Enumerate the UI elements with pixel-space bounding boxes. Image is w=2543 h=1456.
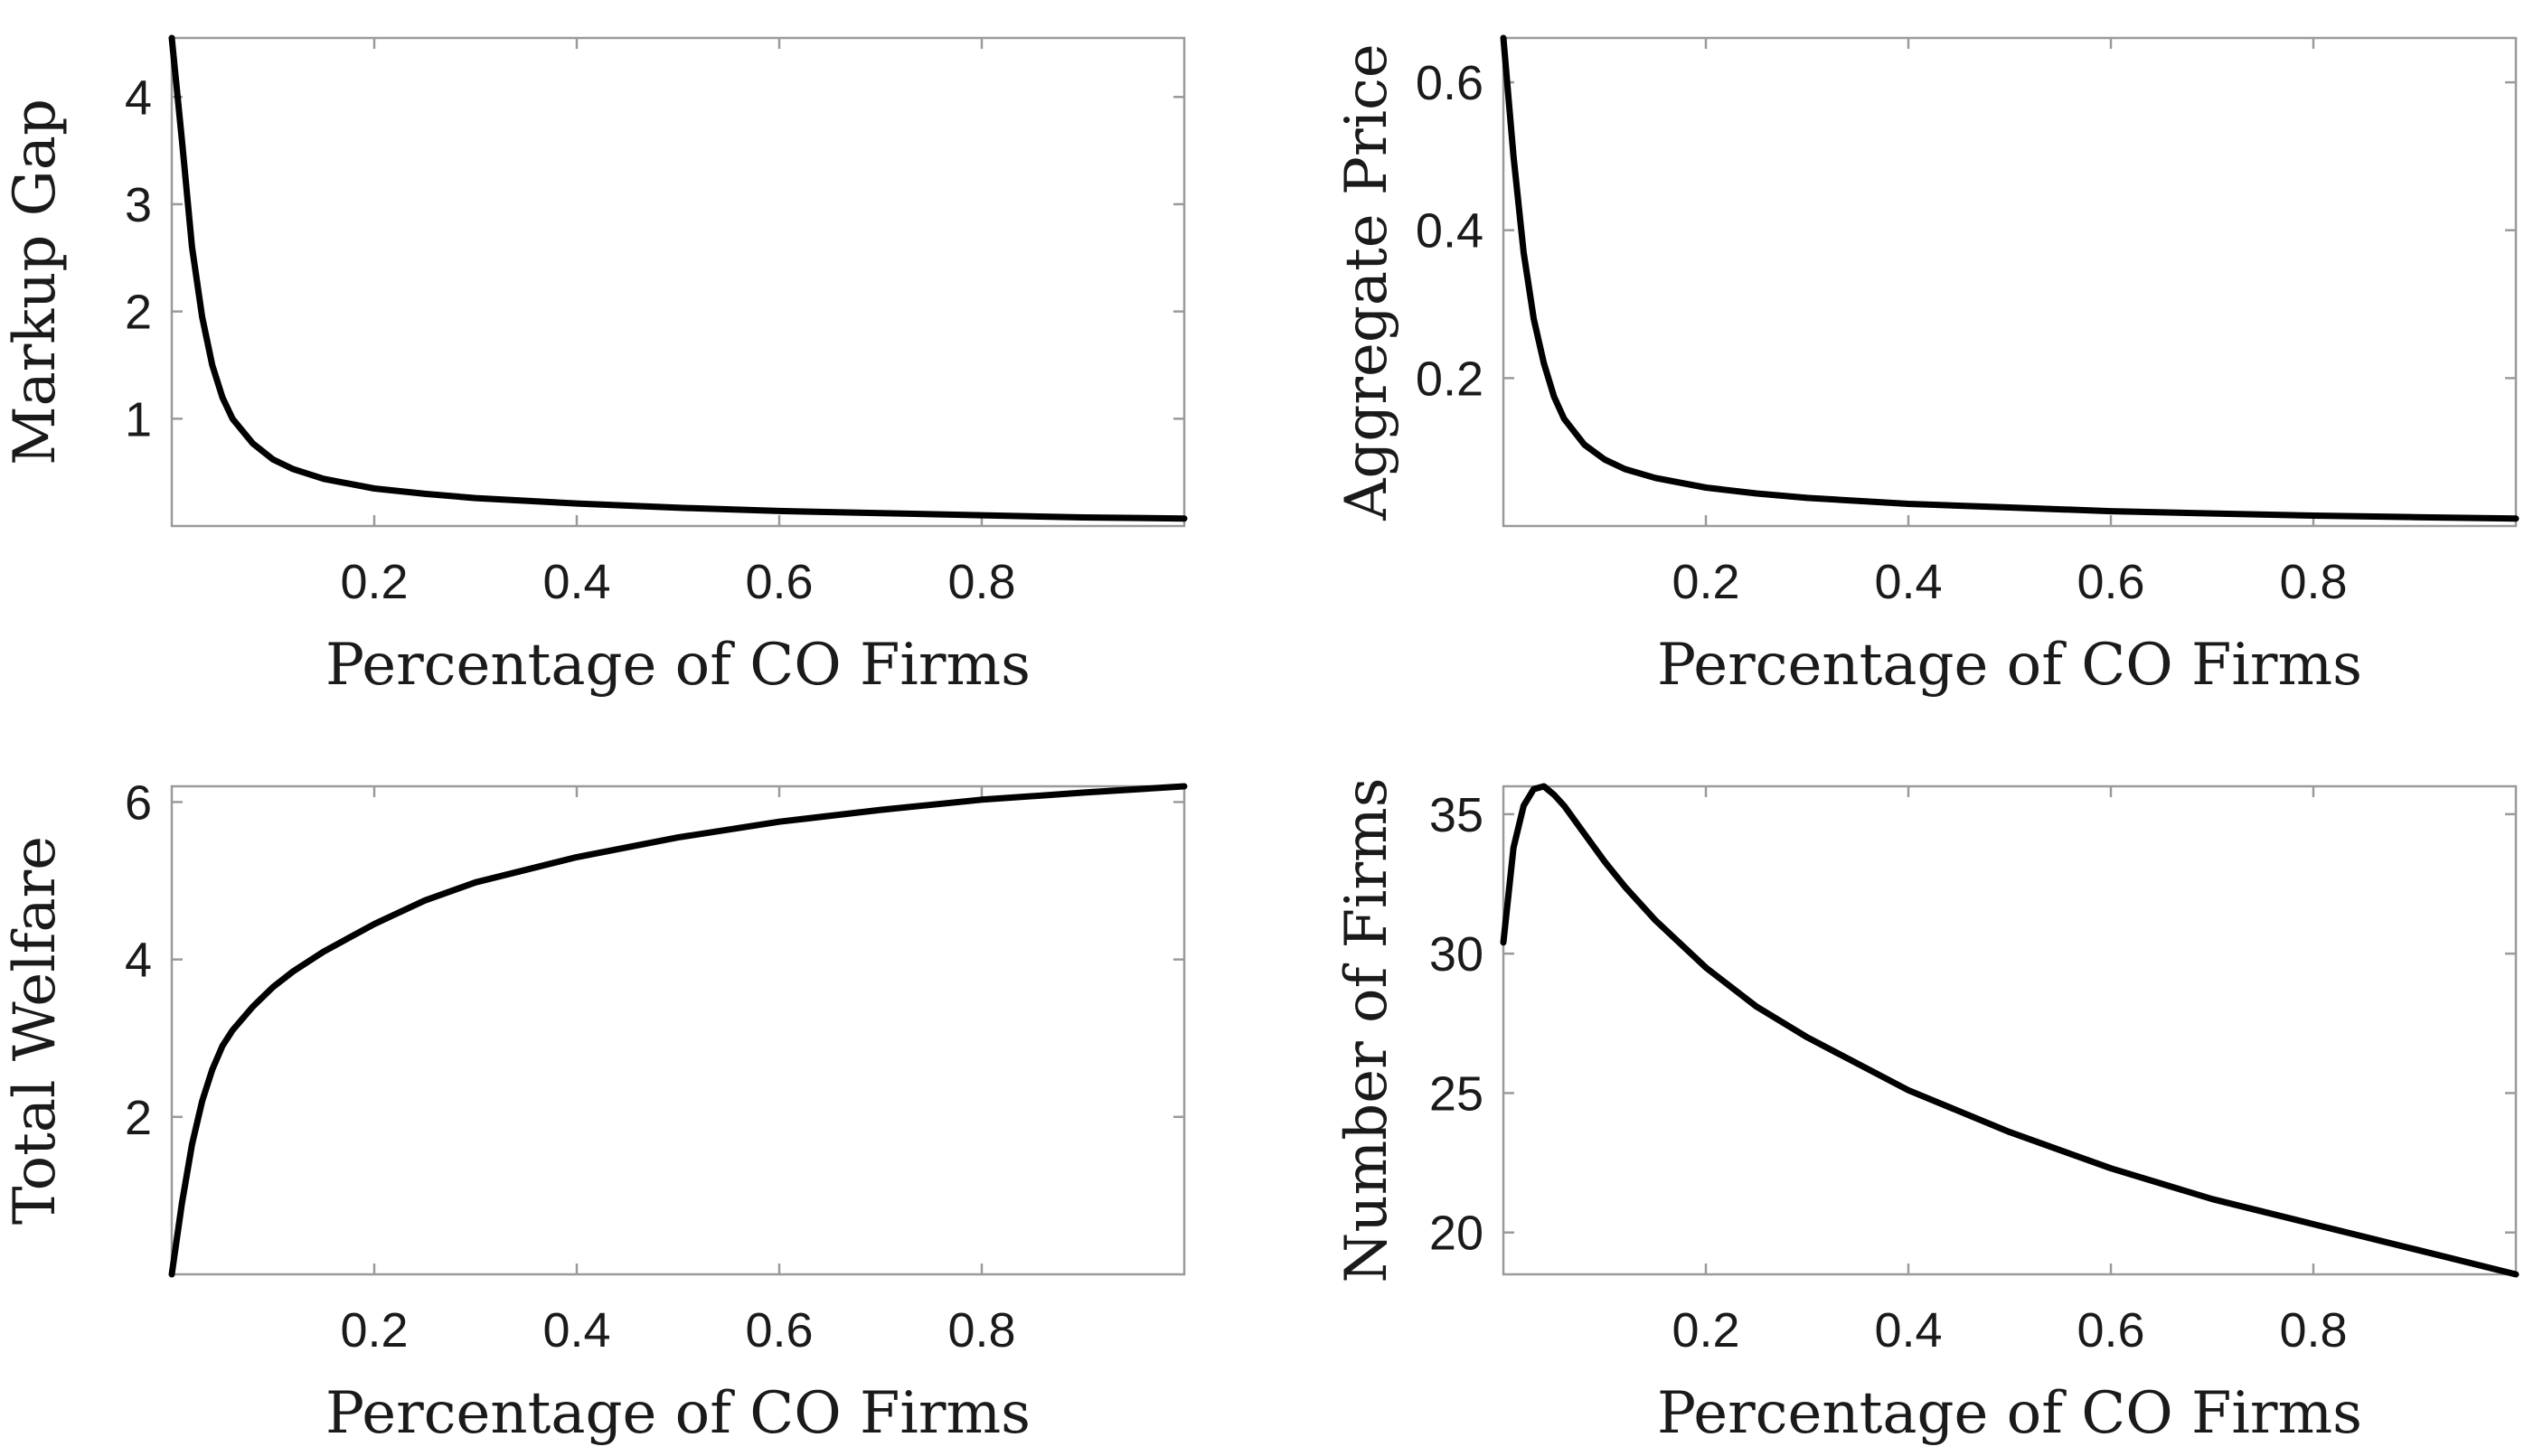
total-welfare-x-axis-label: Percentage of CO Firms bbox=[325, 1380, 1031, 1447]
number-of-firms-series-line bbox=[1500, 783, 2519, 1278]
number-of-firms-y-axis-label: Number of Firms bbox=[1333, 777, 1400, 1282]
aggregate-price-x-tick-label: 0.8 bbox=[2279, 555, 2347, 609]
aggregate-price-x-tick-label: 0.6 bbox=[2077, 555, 2144, 609]
number-of-firms-x-axis-label: Percentage of CO Firms bbox=[1657, 1380, 2362, 1447]
markup-gap-x-tick-label: 0.2 bbox=[340, 555, 408, 609]
markup-gap-y-tick-label: 1 bbox=[125, 392, 152, 446]
number-of-firms-y-tick-label: 25 bbox=[1429, 1066, 1483, 1121]
total-welfare-series-line bbox=[168, 783, 1188, 1278]
number-of-firms-y-tick-label: 30 bbox=[1429, 927, 1483, 982]
markup-gap-y-tick-label: 3 bbox=[125, 178, 152, 232]
number-of-firms-x-tick-label: 0.2 bbox=[1672, 1303, 1739, 1357]
markup-gap-y-axis-label: Markup Gap bbox=[2, 99, 69, 465]
panel-markup-gap: 0.2 0.4 0.6 0.8 1 2 3 4 Percentage of CO Firms Ma… bbox=[2, 34, 1188, 699]
markup-gap-y-tick-label: 2 bbox=[125, 286, 152, 340]
panel-number-of-firms: 0.2 0.4 0.6 0.8 20 25 30 35 Percentage of CO Fir… bbox=[1333, 777, 2519, 1447]
markup-gap-x-tick-label: 0.6 bbox=[745, 555, 813, 609]
markup-gap-x-tick-label: 0.4 bbox=[542, 555, 610, 609]
total-welfare-y-tick-label: 2 bbox=[125, 1091, 152, 1145]
markup-gap-y-tick-label: 4 bbox=[125, 70, 152, 125]
total-welfare-x-tick-label: 0.8 bbox=[947, 1303, 1015, 1357]
aggregate-price-x-tick-label: 0.2 bbox=[1672, 555, 1739, 609]
total-welfare-x-tick-label: 0.6 bbox=[745, 1303, 813, 1357]
aggregate-price-y-axis-label: Aggregate Price bbox=[1333, 43, 1400, 521]
number-of-firms-x-tick-label: 0.4 bbox=[1874, 1303, 1942, 1357]
markup-gap-x-axis-label: Percentage of CO Firms bbox=[325, 632, 1031, 699]
markup-gap-plot-frame bbox=[170, 36, 1186, 528]
total-welfare-y-tick-label: 6 bbox=[125, 775, 152, 830]
aggregate-price-x-tick-label: 0.4 bbox=[1874, 555, 1942, 609]
total-welfare-x-tick-label: 0.4 bbox=[542, 1303, 610, 1357]
aggregate-price-y-tick-label: 0.2 bbox=[1416, 352, 1483, 406]
markup-gap-x-tick-label: 0.8 bbox=[947, 555, 1015, 609]
total-welfare-y-tick-label: 4 bbox=[125, 934, 152, 988]
markup-gap-series-line bbox=[168, 34, 1188, 522]
panel-total-welfare: 0.2 0.4 0.6 0.8 2 4 6 Percentage of CO Firms Tot… bbox=[2, 775, 1188, 1447]
aggregate-price-plot-frame bbox=[1502, 36, 2518, 528]
total-welfare-x-tick-label: 0.2 bbox=[340, 1303, 408, 1357]
number-of-firms-y-tick-label: 20 bbox=[1429, 1207, 1483, 1261]
panel-aggregate-price: 0.2 0.4 0.6 0.8 0.2 0.4 0.6 Percentage of CO Fi… bbox=[1333, 34, 2519, 699]
number-of-firms-y-tick-label: 35 bbox=[1429, 788, 1483, 842]
aggregate-price-y-tick-label: 0.4 bbox=[1416, 204, 1483, 258]
number-of-firms-plot-frame bbox=[1502, 784, 2518, 1276]
total-welfare-y-axis-label: Total Welfare bbox=[2, 836, 69, 1225]
aggregate-price-y-tick-label: 0.6 bbox=[1416, 56, 1483, 110]
number-of-firms-x-tick-label: 0.6 bbox=[2077, 1303, 2144, 1357]
aggregate-price-series-line bbox=[1500, 34, 2519, 522]
total-welfare-plot-frame bbox=[170, 784, 1186, 1276]
number-of-firms-x-tick-label: 0.8 bbox=[2279, 1303, 2347, 1357]
aggregate-price-x-axis-label: Percentage of CO Firms bbox=[1657, 632, 2362, 699]
